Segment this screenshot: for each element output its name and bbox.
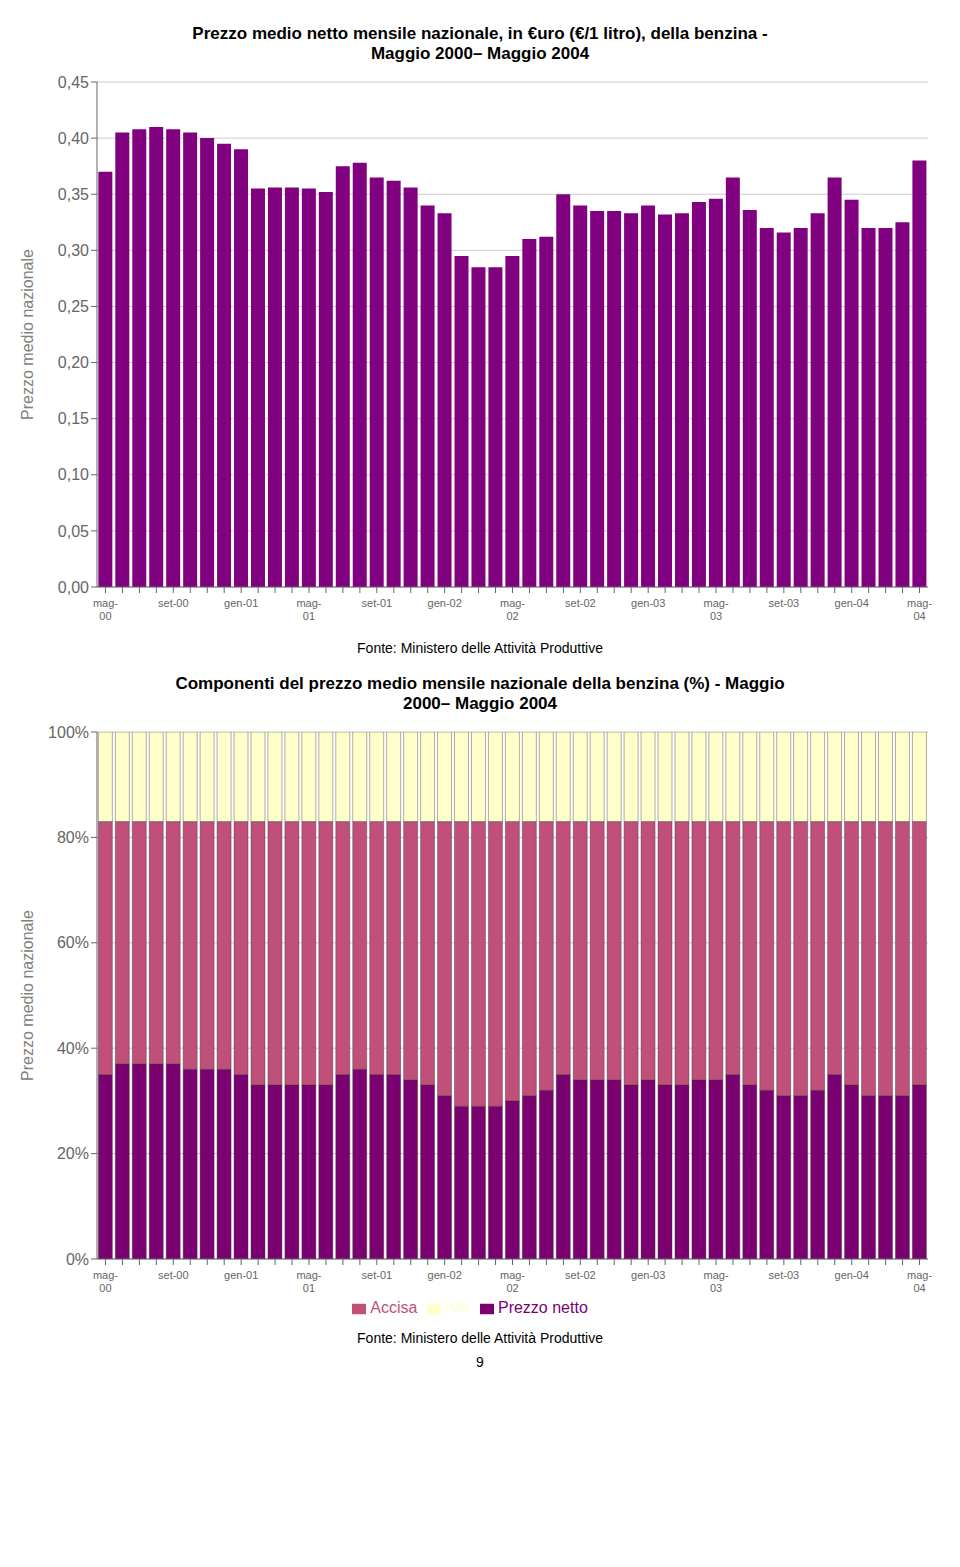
svg-text:0,45: 0,45 xyxy=(58,74,89,91)
svg-text:gen-02: gen-02 xyxy=(428,1269,462,1281)
svg-text:gen-03: gen-03 xyxy=(631,1269,665,1281)
svg-text:gen-04: gen-04 xyxy=(835,1269,869,1281)
svg-text:60%: 60% xyxy=(57,934,89,951)
svg-text:gen-02: gen-02 xyxy=(428,597,462,609)
svg-text:0,10: 0,10 xyxy=(58,466,89,483)
html-text:Prezzo netto: Prezzo netto xyxy=(498,1299,588,1316)
svg-text:40%: 40% xyxy=(57,1040,89,1057)
html-text:Prezzo medio netto mensile naz: Prezzo medio netto mensile nazionale, in… xyxy=(192,24,768,43)
svg-text:mag-02: mag-02 xyxy=(500,1269,525,1294)
svg-text:set-01: set-01 xyxy=(362,1269,393,1281)
svg-text:0,20: 0,20 xyxy=(58,354,89,371)
svg-text:set-00: set-00 xyxy=(158,597,189,609)
svg-text:mag-04: mag-04 xyxy=(907,1269,932,1294)
html-text:IVA: IVA xyxy=(445,1299,470,1316)
svg-text:set-01: set-01 xyxy=(362,597,393,609)
svg-text:0,05: 0,05 xyxy=(58,523,89,540)
html-text:Fonte: Ministero delle Attivit: Fonte: Ministero delle Attività Produtti… xyxy=(357,1330,603,1346)
svg-text:0,30: 0,30 xyxy=(58,242,89,259)
svg-text:mag-00: mag-00 xyxy=(93,1269,118,1294)
svg-text:gen-01: gen-01 xyxy=(224,1269,258,1281)
html-text:2000– Maggio 2004: 2000– Maggio 2004 xyxy=(403,694,557,713)
svg-text:gen-01: gen-01 xyxy=(224,597,258,609)
svg-text:80%: 80% xyxy=(57,829,89,846)
svg-text:0,35: 0,35 xyxy=(58,186,89,203)
svg-text:mag-00: mag-00 xyxy=(93,597,118,622)
svg-text:0,25: 0,25 xyxy=(58,298,89,315)
html-text:Maggio 2000– Maggio 2004: Maggio 2000– Maggio 2004 xyxy=(370,44,590,63)
svg-text:20%: 20% xyxy=(57,1145,89,1162)
svg-text:set-03: set-03 xyxy=(769,597,800,609)
svg-text:mag-01: mag-01 xyxy=(296,597,321,622)
html-text:Fonte: Ministero delle Attivit: Fonte: Ministero delle Attività Produtti… xyxy=(357,640,603,656)
svg-text:mag-02: mag-02 xyxy=(500,597,525,622)
svg-text:mag-01: mag-01 xyxy=(296,1269,321,1294)
html-text:9: 9 xyxy=(476,1354,484,1370)
svg-text:mag-03: mag-03 xyxy=(703,1269,728,1294)
svg-text:Prezzo medio nazionale: Prezzo medio nazionale xyxy=(19,910,36,1081)
html-text:Accisa: Accisa xyxy=(370,1299,418,1316)
svg-text:100%: 100% xyxy=(48,724,89,741)
svg-text:set-02: set-02 xyxy=(565,1269,596,1281)
svg-text:gen-03: gen-03 xyxy=(631,597,665,609)
svg-text:set-03: set-03 xyxy=(769,1269,800,1281)
svg-text:0,15: 0,15 xyxy=(58,410,89,427)
svg-text:gen-04: gen-04 xyxy=(835,597,869,609)
svg-text:mag-03: mag-03 xyxy=(703,597,728,622)
svg-text:0%: 0% xyxy=(66,1251,89,1268)
html-text:Componenti del prezzo medio me: Componenti del prezzo medio mensile nazi… xyxy=(175,674,785,693)
svg-text:0,40: 0,40 xyxy=(58,130,89,147)
svg-text:Prezzo medio nazionale: Prezzo medio nazionale xyxy=(19,249,36,420)
svg-text:set-00: set-00 xyxy=(158,1269,189,1281)
svg-text:set-02: set-02 xyxy=(565,597,596,609)
svg-text:mag-04: mag-04 xyxy=(907,597,932,622)
svg-text:0,00: 0,00 xyxy=(58,579,89,596)
